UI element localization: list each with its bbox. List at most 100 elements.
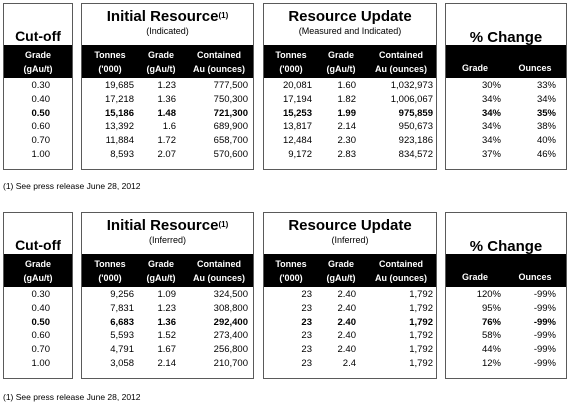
change-ounces-cell: 46%: [536, 148, 556, 160]
header-line: Grade: [327, 49, 354, 60]
grade-cell: 1.09: [157, 289, 177, 300]
contained-header: Contained Au (ounces): [186, 254, 252, 287]
cutoff-panel: Cut-off Grade (gAu/t) 0.30 0.40 0.50 0.6…: [3, 3, 73, 170]
grade-cell: 1.6: [162, 121, 176, 133]
tonnes-cell: 23: [301, 330, 312, 342]
table-row: 76% -99%: [446, 316, 566, 330]
grade-cell: 2.30: [337, 135, 357, 147]
resource-update-panel: Resource Update (Measured and Indicated)…: [263, 3, 437, 170]
tonnes-cell: 7,831: [110, 302, 134, 314]
change-ounces-cell: 35%: [536, 107, 556, 119]
initial-resource-subtitle: (Indicated): [146, 26, 189, 36]
table-row: 3,058 2.14 210,700: [82, 357, 253, 371]
initial-resource-title: Initial Resource(1): [82, 217, 253, 235]
change-grade-header: Grade: [446, 45, 504, 78]
contained-cell: 292,400: [213, 316, 248, 328]
table-row: 0.70: [4, 134, 72, 148]
change-ounces-cell: 38%: [536, 121, 556, 133]
cutoff-value: 0.60: [31, 121, 51, 133]
cutoff-value: 0.70: [31, 344, 51, 356]
grade-cell: 2.40: [337, 330, 357, 342]
change-header-bar: Grade Ounces: [446, 254, 566, 287]
resource-table-indicated: Cut-off Grade (gAu/t) 0.30 0.40 0.50 0.6…: [3, 3, 568, 171]
table-row: 6,683 1.36 292,400: [82, 316, 253, 330]
change-header-bar: Grade Ounces: [446, 45, 566, 78]
cutoff-value: 0.50: [31, 107, 51, 119]
cutoff-value: 1.00: [31, 357, 51, 369]
change-grade-cell: 120%: [476, 289, 501, 300]
header-line: Au (ounces): [192, 63, 245, 74]
contained-cell: 324,500: [213, 289, 248, 300]
header-line: Au (ounces): [192, 272, 245, 283]
change-rows: 120% -99% 95% -99% 76% -99% 58% -99% 44%…: [446, 288, 566, 371]
change-ounces-cell: 40%: [536, 135, 556, 147]
grade-cell: 1.48: [157, 107, 177, 119]
table-row: 34% 34%: [446, 93, 566, 107]
cutoff-value: 0.50: [31, 316, 51, 328]
change-grade-cell: 30%: [481, 80, 501, 91]
table-row: 23 2.40 1,792: [264, 302, 436, 316]
change-ounces-header: Ounces: [504, 254, 566, 287]
contained-cell: 658,700: [213, 135, 248, 147]
grade-cell: 1.23: [157, 80, 177, 91]
table-row: 17,218 1.36 750,300: [82, 93, 253, 107]
table-row: 44% -99%: [446, 343, 566, 357]
initial-resource-subtitle: (Inferred): [148, 235, 186, 245]
tonnes-cell: 19,685: [104, 80, 134, 91]
tonnes-cell: 9,172: [288, 148, 312, 160]
table-row: 1.00: [4, 357, 72, 371]
cutoff-title: Cut-off: [15, 28, 61, 44]
grade-header: Grade (gAu/t): [138, 254, 184, 287]
table-row: 8,593 2.07 570,600: [82, 148, 253, 162]
change-ounces-cell: -99%: [533, 316, 556, 328]
resource-table-inferred: Cut-off Grade (gAu/t) 0.30 0.40 0.50 0.6…: [3, 212, 568, 380]
cutoff-panel: Cut-off Grade (gAu/t) 0.30 0.40 0.50 0.6…: [3, 212, 73, 379]
contained-cell: 777,500: [213, 80, 248, 91]
contained-header: Contained Au (ounces): [186, 45, 252, 78]
change-ounces-cell: -99%: [533, 330, 556, 342]
grade-cell: 1.36: [157, 316, 177, 328]
contained-cell: 1,006,067: [390, 93, 433, 105]
header-line: Tonnes: [275, 258, 307, 269]
cutoff-grade-header: Grade (gAu/t): [4, 45, 72, 78]
initial-resource-title: Initial Resource(1): [82, 8, 253, 26]
contained-cell: 256,800: [213, 344, 248, 356]
change-ounces-cell: 34%: [536, 93, 556, 105]
table-row: 15,186 1.48 721,300: [82, 107, 253, 121]
grade-cell: 2.14: [157, 357, 177, 369]
initial-resource-panel: Initial Resource(1) (Inferred) Tonnes ('…: [81, 212, 254, 379]
resource-update-title: Resource Update: [264, 217, 436, 235]
table-row: 13,392 1.6 689,900: [82, 120, 253, 134]
cutoff-header-bar: Grade (gAu/t): [4, 45, 72, 78]
grade-cell: 2.4: [342, 357, 356, 369]
initial-header-bar: Tonnes ('000) Grade (gAu/t) Contained Au…: [82, 254, 253, 287]
grade-cell: 1.23: [157, 302, 177, 314]
table-row: 23 2.40 1,792: [264, 316, 436, 330]
resource-update-subtitle: (Measured and Indicated): [298, 26, 402, 36]
table-row: 95% -99%: [446, 302, 566, 316]
contained-cell: 1,792: [409, 344, 433, 356]
table-row: 0.50: [4, 316, 72, 330]
initial-rows: 19,685 1.23 777,500 17,218 1.36 750,300 …: [82, 79, 253, 162]
table-row: 0.70: [4, 343, 72, 357]
initial-resource-panel: Initial Resource(1) (Indicated) Tonnes (…: [81, 3, 254, 170]
cutoff-rows: 0.30 0.40 0.50 0.60 0.70 1.00: [4, 288, 72, 371]
table-row: 1.00: [4, 148, 72, 162]
contained-cell: 308,800: [213, 302, 248, 314]
table-row: 34% 35%: [446, 107, 566, 121]
table-row: 15,253 1.99 975,859: [264, 107, 436, 121]
header-line: Ounces: [518, 272, 552, 282]
header-line: Contained: [379, 258, 423, 269]
table-row: 4,791 1.67 256,800: [82, 343, 253, 357]
change-grade-cell: 12%: [481, 357, 501, 369]
tonnes-cell: 4,791: [110, 344, 134, 356]
tonnes-cell: 15,253: [282, 107, 312, 119]
change-grade-cell: 44%: [481, 344, 501, 356]
table-row: 5,593 1.52 273,400: [82, 329, 253, 343]
header-line: Grade: [147, 49, 174, 60]
header-line: Grade: [147, 258, 174, 269]
grade-cell: 2.07: [157, 148, 177, 160]
grade-cell: 2.40: [337, 289, 357, 300]
header-line: Grade: [327, 258, 354, 269]
tonnes-cell: 13,392: [104, 121, 134, 133]
